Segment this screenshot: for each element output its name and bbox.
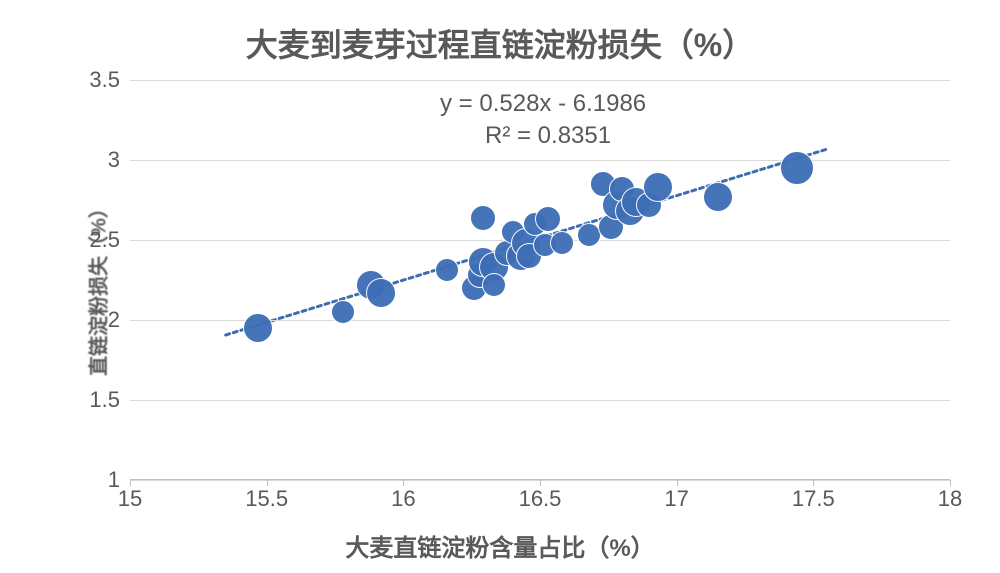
x-tick-label: 15.5 xyxy=(245,486,288,512)
y-axis-label: 直链淀粉损失（%） xyxy=(82,198,111,376)
gridline xyxy=(130,400,950,401)
x-tick-label: 16.5 xyxy=(519,486,562,512)
y-tick-label: 1 xyxy=(60,467,120,493)
chart-container: 大麦到麦芽过程直链淀粉损失（%） 直链淀粉损失（%） 大麦直链淀粉含量占比（%）… xyxy=(0,0,1000,573)
y-tick-label: 3.5 xyxy=(60,67,120,93)
regression-equation: y = 0.528x - 6.1986 xyxy=(440,90,646,118)
x-tick-label: 18 xyxy=(938,486,962,512)
x-tick-label: 16 xyxy=(391,486,415,512)
data-point xyxy=(550,231,574,255)
y-tick-label: 2.5 xyxy=(60,227,120,253)
data-point xyxy=(366,278,396,308)
x-tick-label: 17 xyxy=(664,486,688,512)
data-point xyxy=(243,313,273,343)
data-point xyxy=(435,258,459,282)
gridline xyxy=(130,80,950,81)
y-tick-label: 1.5 xyxy=(60,387,120,413)
gridline xyxy=(130,160,950,161)
data-point xyxy=(470,205,496,231)
data-point xyxy=(703,182,733,212)
data-point xyxy=(643,172,673,202)
x-tick-label: 15 xyxy=(118,486,142,512)
data-point xyxy=(331,300,355,324)
y-tick-label: 3 xyxy=(60,147,120,173)
plot-area: y = 0.528x - 6.1986 R² = 0.8351 xyxy=(130,80,950,480)
r-squared: R² = 0.8351 xyxy=(485,122,611,150)
data-point xyxy=(482,273,506,297)
data-point xyxy=(535,206,561,232)
chart-title: 大麦到麦芽过程直链淀粉损失（%） xyxy=(0,20,1000,66)
y-tick-label: 2 xyxy=(60,307,120,333)
x-axis-label: 大麦直链淀粉含量占比（%） xyxy=(0,528,1000,563)
data-point xyxy=(780,151,814,185)
x-tick-label: 17.5 xyxy=(792,486,835,512)
